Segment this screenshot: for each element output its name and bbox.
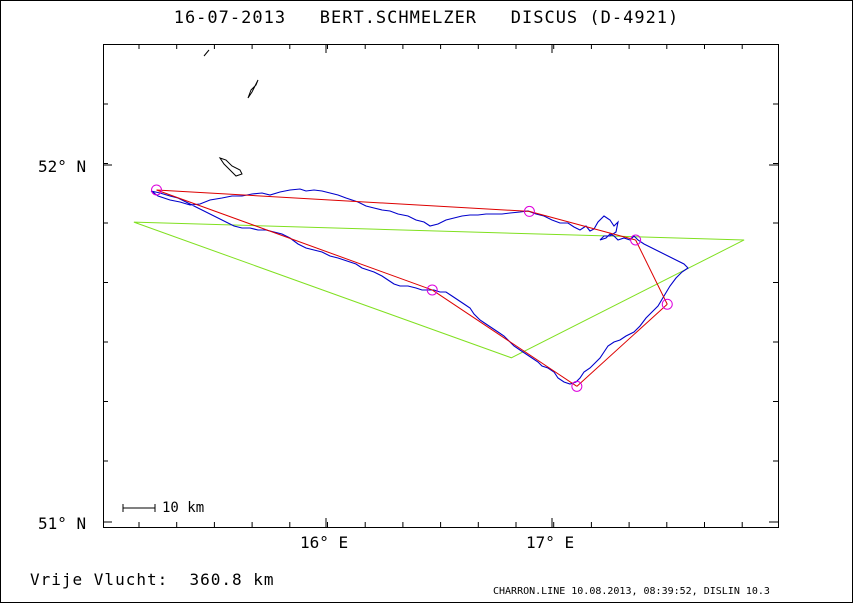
- axis-ticks: [103, 44, 778, 527]
- task-leg: [635, 239, 668, 305]
- turnpoint-marker: [426, 284, 438, 296]
- turnpoint-marker: [661, 298, 673, 310]
- lon-label-17: 17° E: [526, 533, 575, 552]
- turnpoint-marker: [523, 205, 535, 217]
- turnpoint-marker: [571, 380, 583, 392]
- scale-bar-label: 10 km: [162, 500, 205, 516]
- task-leg: [529, 210, 636, 241]
- map-frame: [103, 44, 779, 528]
- lake-feature: [247, 79, 259, 99]
- turnpoints: [151, 184, 673, 392]
- task-leg: [156, 189, 433, 291]
- fai-triangle: [133, 221, 745, 359]
- flight-title: 16-07-2013 BERT.SCHMELZER DISCUS (D-4921…: [173, 8, 680, 28]
- free-flight-distance: Vrije Vlucht: 360.8 km: [30, 570, 275, 589]
- lat-label-52: 52° N: [38, 157, 87, 176]
- scale-bar: [122, 504, 156, 512]
- task-leg: [156, 189, 530, 212]
- lake-feature: [218, 157, 243, 177]
- task-leg: [431, 289, 578, 387]
- lon-label-16: 16° E: [300, 533, 349, 552]
- task-leg: [576, 303, 668, 387]
- task-legs: [156, 189, 668, 387]
- turnpoint-marker: [630, 234, 642, 246]
- lat-label-51: 51° N: [38, 514, 87, 533]
- software-credit: CHARRON.LINE 10.08.2013, 08:39:52, DISLI…: [493, 586, 770, 597]
- turnpoint-marker: [151, 184, 162, 196]
- flight-track: [150, 188, 689, 385]
- lake-feature: [203, 49, 210, 57]
- fai-triangle-outline: [133, 221, 745, 359]
